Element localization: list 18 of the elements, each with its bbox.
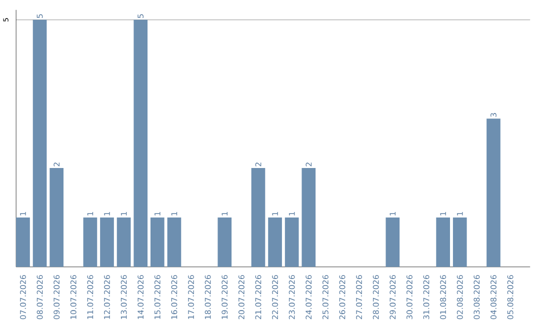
bar (268, 217, 282, 267)
bar (16, 217, 30, 267)
bar (486, 118, 500, 267)
bar (167, 217, 182, 267)
bar (32, 20, 47, 267)
bar (218, 217, 232, 267)
bar (100, 217, 114, 267)
bar (251, 168, 266, 267)
bar (436, 217, 450, 267)
bar (83, 217, 98, 267)
bar (150, 217, 164, 267)
bar (50, 168, 64, 267)
bar (302, 168, 316, 267)
bar (452, 217, 467, 267)
bar (116, 217, 131, 267)
bar (386, 217, 400, 267)
bar (134, 20, 148, 267)
bar (284, 217, 299, 267)
